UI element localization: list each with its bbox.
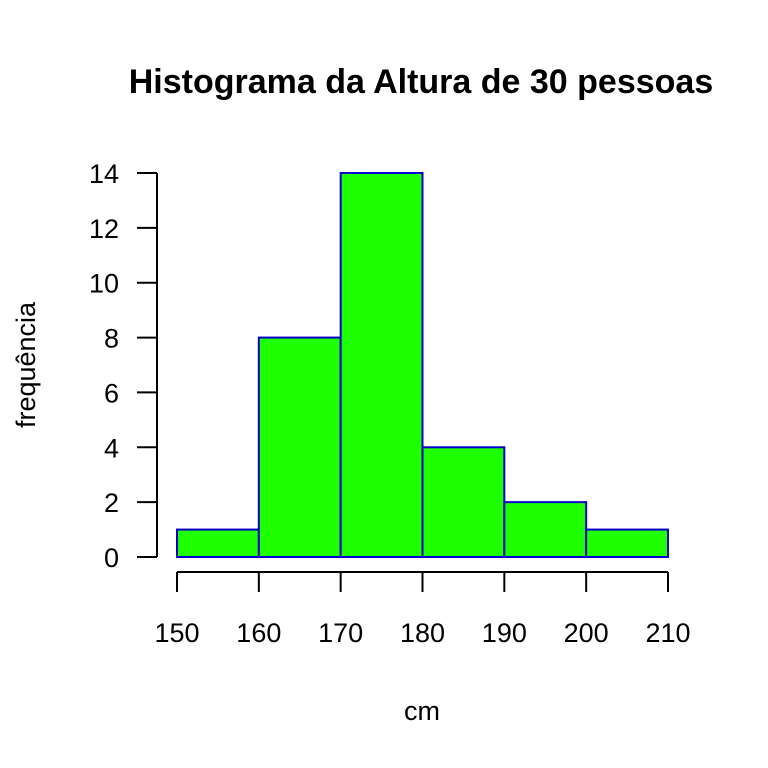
y-tick-label: 12: [89, 214, 119, 244]
y-tick-label: 0: [104, 543, 119, 573]
x-tick-label: 210: [645, 618, 690, 648]
y-tick-label: 8: [104, 324, 119, 354]
histogram-bar-160-170: [257, 336, 342, 559]
x-axis: 150 160 170 180 190 200 210: [154, 571, 691, 648]
y-tick-label: 2: [104, 488, 119, 518]
histogram-bar-180-190: [421, 446, 506, 558]
y-tick-label: 6: [104, 378, 119, 408]
x-tick-label: 170: [318, 618, 363, 648]
bars-group: [176, 172, 670, 559]
y-tick-label: 10: [89, 269, 119, 299]
histogram-bar-150-160: [176, 528, 260, 558]
chart-title: Histograma da Altura de 30 pessoas: [129, 63, 714, 101]
y-tick-label: 4: [104, 433, 119, 463]
x-tick-label: 190: [482, 618, 527, 648]
histogram-bar-200-210: [585, 528, 670, 558]
y-axis: 0 2 4 6 8 10 12 14: [89, 159, 158, 573]
x-axis-label: cm: [404, 696, 440, 726]
x-tick-label: 200: [564, 618, 609, 648]
x-tick-label: 180: [400, 618, 445, 648]
x-tick-label: 160: [236, 618, 281, 648]
histogram-bar-170-180: [339, 172, 424, 558]
x-tick-label: 150: [154, 618, 199, 648]
y-axis-label: frequência: [11, 301, 41, 428]
y-tick-label: 14: [89, 159, 119, 189]
histogram-bar-190-200: [503, 501, 588, 558]
